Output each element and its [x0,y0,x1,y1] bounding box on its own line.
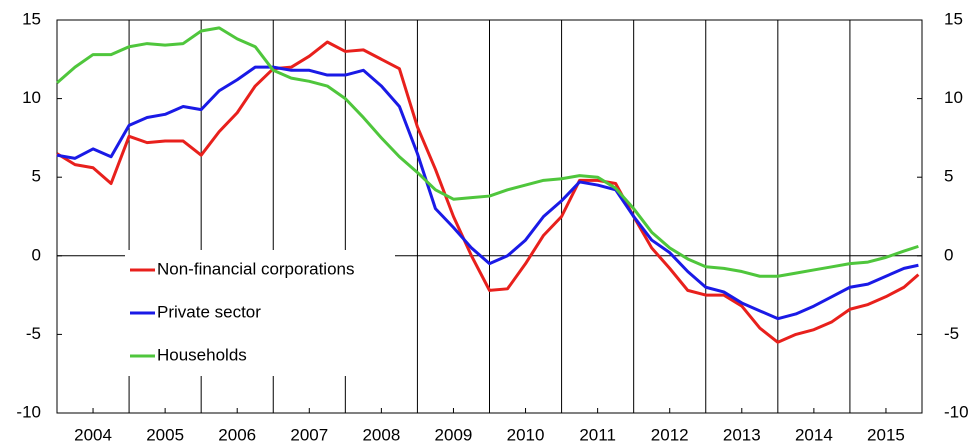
plot-frame [56,19,923,414]
legend-label: Households [157,345,247,364]
x-tick-label: 2010 [507,425,545,444]
x-tick-label: 2004 [74,425,112,444]
x-tick-label: 2012 [651,425,689,444]
x-tick-label: 2013 [723,425,761,444]
x-tick-label: 2011 [579,425,616,444]
legend-box [125,250,395,376]
y-tick-label: 0 [32,245,41,264]
y-tick-label-right: 15 [944,9,963,28]
y-tick-label: 10 [22,88,41,107]
x-tick-label: 2009 [435,425,473,444]
series-line [56,26,919,278]
y-tick-label-right: -5 [944,324,959,343]
y-tick-label-right: 10 [944,88,963,107]
y-tick-label-right: -10 [944,402,969,421]
legend-label: Non-financial corporations [157,259,355,278]
y-tick-label: 15 [22,9,41,28]
y-tick-label: -5 [26,324,41,343]
x-tick-label: 2015 [867,425,905,444]
x-tick-label: 2005 [146,425,184,444]
y-tick-label: 5 [32,167,41,186]
x-tick-label: 2007 [290,425,328,444]
y-tick-label-right: 5 [944,167,953,186]
x-tick-label: 2014 [795,425,833,444]
y-tick-label: -10 [16,402,41,421]
legend-label: Private sector [157,302,261,321]
y-tick-label-right: 0 [944,245,953,264]
series-line [56,65,919,321]
x-tick-label: 2006 [218,425,256,444]
x-tick-label: 2008 [362,425,400,444]
series-line [56,40,920,344]
